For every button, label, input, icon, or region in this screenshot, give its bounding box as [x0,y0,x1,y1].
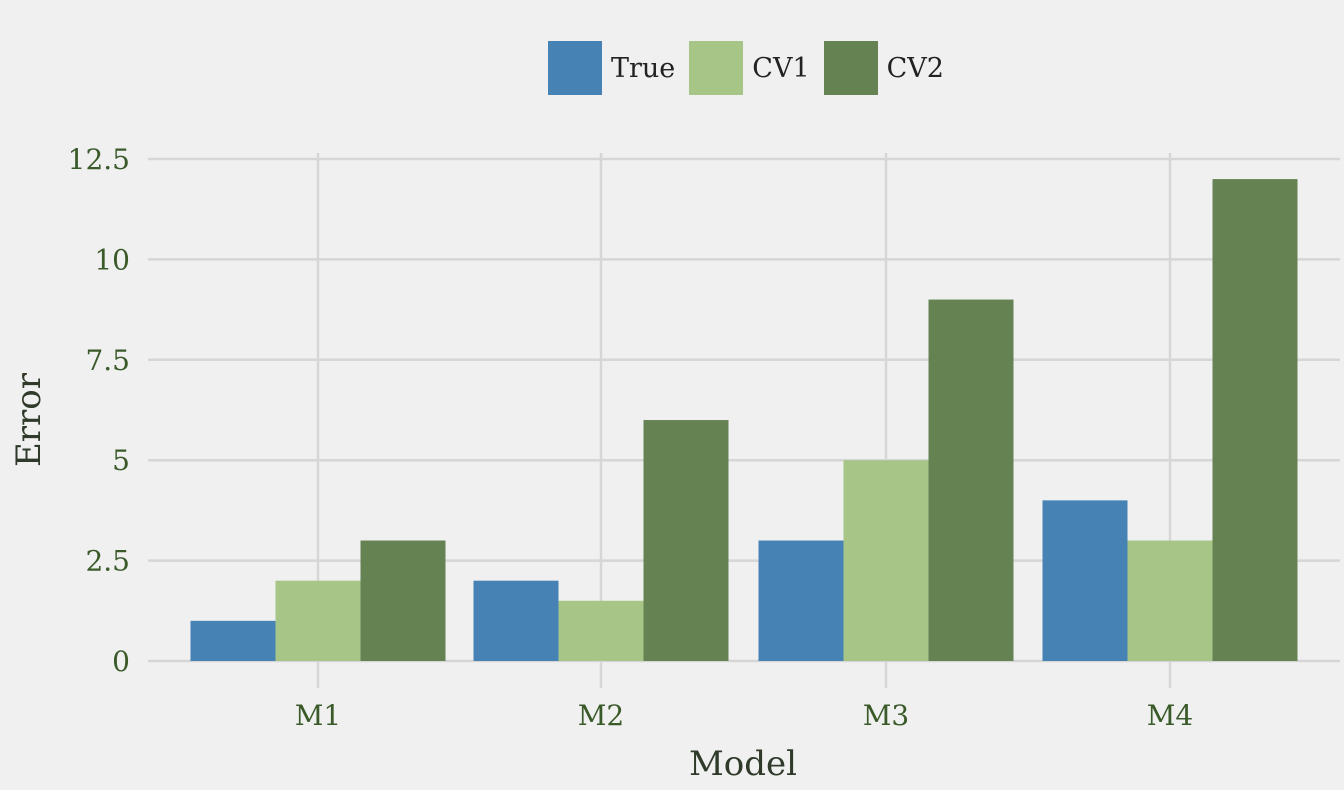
legend-label-cv1: CV1 [752,52,810,84]
y-axis-title: Error [9,372,49,467]
legend-label-true: True [611,52,676,84]
bar-cv2-m1 [360,540,446,661]
legend-label-cv2: CV2 [886,52,944,84]
y-tick-label: 5 [112,444,130,477]
legend-swatch-cv2 [823,41,878,95]
legend-item-cv2: CV2 [823,41,944,95]
bar-cv2-m3 [928,299,1014,661]
y-tick-label: 2.5 [85,545,130,578]
x-tick-label: M2 [578,699,624,732]
legend-item-true: True [548,41,675,95]
bar-cv2-m4 [1212,179,1298,661]
legend: True CV1 CV2 [548,41,958,95]
x-tick-label: M4 [1147,699,1193,732]
y-tick-label: 0 [112,645,130,678]
y-axis-ticks: 0 2.5 5 7.5 10 12.5 [68,143,130,678]
y-tick-label: 7.5 [85,344,130,377]
bar-true-m2 [473,580,559,661]
legend-item-cv1: CV1 [689,41,810,95]
x-tick-label: M3 [863,699,909,732]
legend-swatch-true [548,41,602,95]
bar-true-m1 [190,620,276,661]
bar-cv1-m1 [275,580,361,661]
y-tick-label: 10 [94,243,130,276]
bars [190,179,1298,661]
x-axis-title: Model [689,744,797,784]
bar-cv1-m4 [1127,540,1213,661]
x-tick-label: M1 [295,699,341,732]
bar-cv1-m2 [558,600,644,661]
bar-cv1-m3 [843,460,929,661]
bar-true-m3 [758,540,844,661]
x-axis-ticks: M1 M2 M3 M4 [295,699,1193,732]
y-tick-label: 12.5 [68,143,130,176]
bar-cv2-m2 [643,420,729,661]
legend-swatch-cv1 [689,41,744,95]
bar-true-m4 [1042,500,1128,661]
